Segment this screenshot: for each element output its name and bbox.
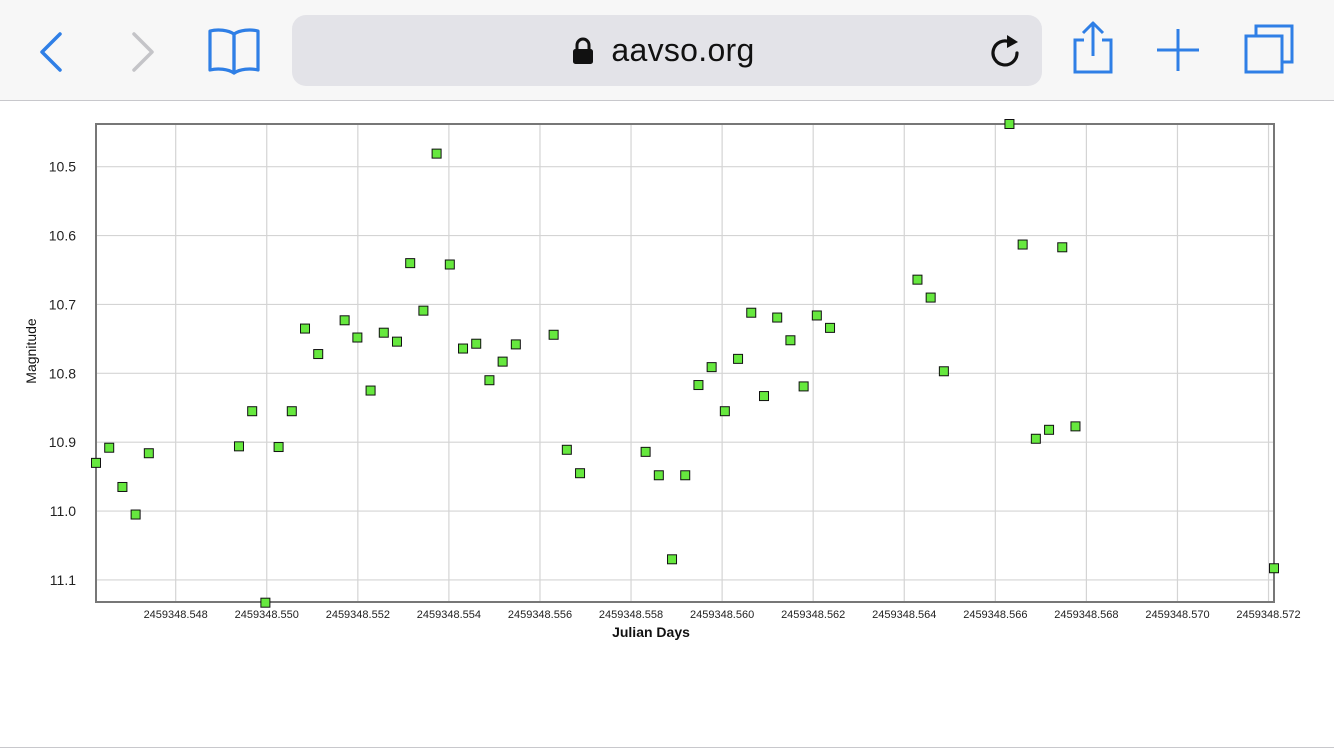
open-book-icon[interactable] bbox=[206, 26, 262, 76]
data-point bbox=[365, 385, 376, 396]
x-tick-label: 2459348.556 bbox=[508, 609, 572, 621]
data-point bbox=[746, 307, 757, 318]
data-point bbox=[912, 274, 923, 285]
data-point bbox=[1269, 563, 1279, 574]
data-point bbox=[91, 457, 101, 468]
chevron-left-icon[interactable] bbox=[36, 30, 68, 74]
data-point bbox=[391, 336, 402, 347]
x-tick-label: 2459348.566 bbox=[963, 609, 1027, 621]
url-domain: aavso.org bbox=[611, 32, 755, 68]
plus-icon[interactable] bbox=[1154, 26, 1202, 74]
browser-toolbar: aavso.org bbox=[0, 0, 1334, 101]
data-point bbox=[247, 406, 258, 417]
data-point bbox=[693, 380, 704, 391]
chevron-right-icon[interactable] bbox=[126, 30, 158, 74]
y-axis-label: Magnitude bbox=[23, 318, 39, 384]
y-tick-label: 10.8 bbox=[49, 365, 76, 381]
data-point bbox=[640, 446, 651, 457]
share-icon[interactable] bbox=[1070, 20, 1116, 76]
data-point bbox=[772, 312, 783, 323]
y-tick-label: 10.6 bbox=[49, 228, 76, 244]
data-point bbox=[444, 259, 455, 270]
x-tick-labels: 2459348.548 2459348.550 2459348.552 2459348… bbox=[144, 609, 1301, 621]
data-point bbox=[339, 315, 350, 326]
data-point bbox=[431, 148, 442, 159]
data-point bbox=[405, 258, 416, 269]
data-point bbox=[680, 470, 691, 481]
data-point bbox=[418, 305, 429, 316]
x-tick-label: 2459348.548 bbox=[144, 609, 208, 621]
x-tick-label: 2459348.564 bbox=[872, 609, 936, 621]
data-point bbox=[759, 391, 770, 402]
data-point bbox=[378, 327, 389, 338]
x-tick-label: 2459348.560 bbox=[690, 609, 754, 621]
data-point bbox=[1004, 119, 1015, 129]
y-tick-label: 10.5 bbox=[49, 159, 76, 175]
data-point bbox=[260, 597, 271, 608]
data-point bbox=[1017, 239, 1028, 250]
data-point bbox=[143, 448, 154, 459]
light-curve-chart: 2459348.548 2459348.550 2459348.552 2459348… bbox=[0, 101, 1334, 701]
x-axis-label: Julian Days bbox=[612, 624, 690, 640]
x-tick-label: 2459348.552 bbox=[326, 609, 390, 621]
chart-svg: 2459348.548 2459348.550 2459348.552 2459348… bbox=[23, 119, 1301, 640]
data-point bbox=[117, 481, 128, 492]
page-bottom-divider bbox=[0, 747, 1334, 748]
data-point bbox=[1044, 424, 1055, 435]
data-point bbox=[104, 442, 115, 453]
x-tick-label: 2459348.550 bbox=[235, 609, 299, 621]
x-tick-label: 2459348.570 bbox=[1145, 609, 1209, 621]
data-point bbox=[1030, 433, 1041, 444]
x-tick-label: 2459348.568 bbox=[1054, 609, 1118, 621]
lock-icon bbox=[573, 37, 593, 64]
data-point bbox=[510, 339, 521, 350]
data-point bbox=[1057, 242, 1068, 253]
reload-icon[interactable] bbox=[988, 31, 1024, 71]
data-point bbox=[733, 353, 744, 364]
plot-frame bbox=[95, 123, 1275, 603]
data-point bbox=[706, 362, 717, 373]
data-points bbox=[91, 119, 1279, 608]
data-point bbox=[938, 366, 949, 377]
data-point bbox=[561, 444, 572, 455]
data-point bbox=[300, 323, 311, 334]
data-point bbox=[458, 343, 469, 354]
data-point bbox=[811, 310, 822, 321]
address-bar[interactable]: aavso.org bbox=[292, 15, 1042, 86]
data-point bbox=[548, 329, 559, 340]
data-point bbox=[785, 335, 796, 346]
data-point bbox=[471, 338, 482, 349]
data-point bbox=[653, 470, 664, 481]
x-tick-label: 2459348.558 bbox=[599, 609, 663, 621]
y-tick-label: 11.1 bbox=[50, 572, 76, 588]
data-point bbox=[575, 468, 586, 479]
tabs-icon[interactable] bbox=[1242, 22, 1298, 76]
data-point bbox=[286, 406, 297, 417]
data-point bbox=[233, 441, 244, 452]
grid-lines bbox=[96, 124, 1274, 602]
x-tick-label: 2459348.562 bbox=[781, 609, 845, 621]
data-point bbox=[313, 349, 324, 360]
y-tick-label: 10.9 bbox=[49, 434, 76, 450]
data-point bbox=[352, 332, 363, 343]
data-point bbox=[130, 509, 141, 520]
y-tick-label: 11.0 bbox=[50, 503, 76, 519]
data-point bbox=[497, 356, 508, 367]
data-point bbox=[273, 442, 284, 453]
data-point bbox=[1070, 421, 1081, 432]
x-tick-label: 2459348.554 bbox=[417, 609, 481, 621]
x-tick-label: 2459348.572 bbox=[1236, 609, 1300, 621]
data-point bbox=[667, 554, 678, 565]
y-tick-label: 10.7 bbox=[49, 296, 76, 312]
data-point bbox=[798, 381, 809, 392]
y-tick-labels: 10.5 10.6 10.7 10.8 10.9 11.0 11.1 bbox=[49, 159, 76, 588]
data-point bbox=[825, 322, 836, 333]
data-point bbox=[925, 292, 936, 303]
data-point bbox=[719, 406, 730, 417]
data-point bbox=[484, 375, 495, 386]
